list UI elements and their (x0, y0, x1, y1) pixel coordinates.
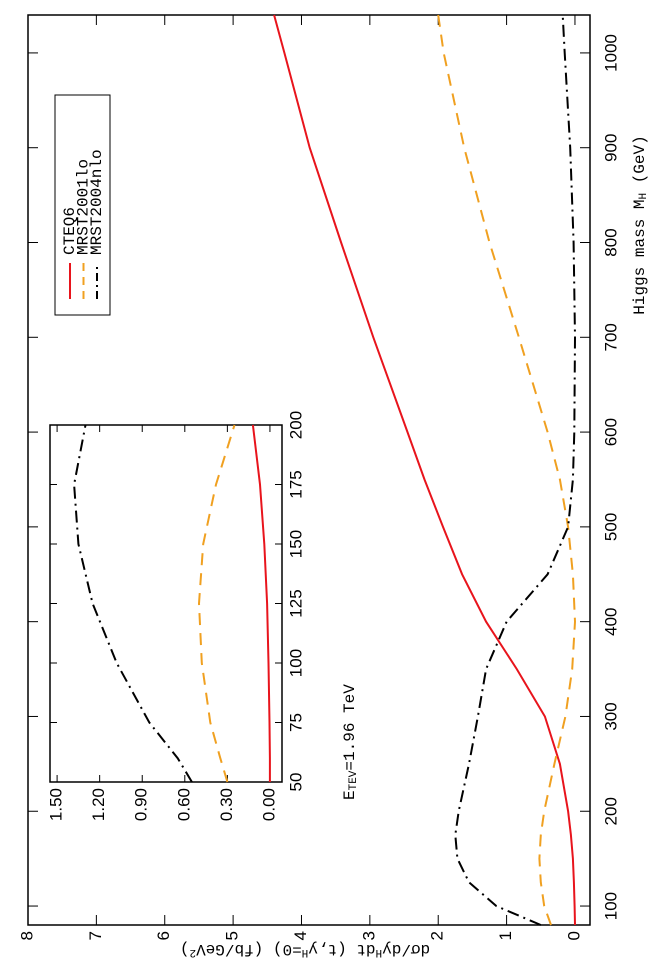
y-tick-label: 0.90 (132, 788, 151, 821)
legend-box (54, 94, 111, 316)
legend-label: MRST2001lo (75, 159, 93, 255)
label-part: =0) (fb/GeV (196, 940, 302, 958)
series-line (197, 424, 236, 783)
y-tick-label: 8 (17, 931, 36, 940)
label-part: dt (t,y (308, 940, 376, 958)
label-part: H (376, 946, 383, 958)
y-tick-label: 6 (154, 931, 173, 940)
x-tick-label: 900 (601, 134, 620, 162)
y-tick-label: 3 (359, 931, 378, 940)
series-line (251, 424, 271, 782)
series-line (454, 14, 577, 926)
label-part: TEV (348, 770, 360, 790)
x-tick-label: 600 (601, 418, 620, 446)
y-tick-label: 1.50 (47, 788, 66, 821)
legend-label: CTEQ6 (61, 207, 79, 255)
label-part: H (638, 193, 650, 200)
y-tick-label: 1 (496, 931, 515, 940)
series-line (73, 424, 193, 783)
y-tick-label: 0.30 (217, 788, 236, 821)
x-tick-label: 500 (601, 513, 620, 541)
x-tick-label: 100 (601, 892, 620, 920)
y-tick-label: 1.20 (89, 788, 108, 821)
x-axis-label: Higgs mass MH (GeV) (631, 135, 650, 314)
label-part: 2 (189, 946, 196, 958)
x-tick-label: 125 (286, 589, 305, 617)
x-tick-label: 300 (601, 702, 620, 730)
label-part: =1.96 TeV (341, 684, 359, 771)
legend-label: MRST2004nlo (88, 149, 106, 255)
annotation: ETEV=1.96 TeV (341, 684, 360, 800)
x-tick-label: 75 (286, 713, 305, 732)
x-tick-label: 700 (601, 323, 620, 351)
y-axis-label: dσ/dyHdt (t,yH=0) (fb/GeV2) (180, 940, 430, 959)
label-part: H (302, 946, 309, 958)
label-part: (GeV) (631, 135, 649, 193)
y-tick-label: 7 (86, 931, 105, 940)
x-tick-label: 400 (601, 607, 620, 635)
y-tick-label: 4 (291, 931, 310, 940)
label-part: Higgs mass M (631, 200, 649, 315)
series-line (437, 14, 577, 926)
label-part: dσ/dy (382, 940, 430, 958)
series-line (273, 14, 576, 926)
x-tick-label: 1000 (601, 34, 620, 72)
x-tick-label: 175 (286, 470, 305, 498)
y-tick-label: 5 (223, 931, 242, 940)
y-tick-label: 2 (428, 931, 447, 940)
label-part: ) (180, 940, 190, 958)
x-tick-label: 50 (286, 773, 305, 792)
y-tick-label: 0.60 (174, 788, 193, 821)
x-tick-label: 200 (286, 411, 305, 439)
y-tick-label: 0.00 (259, 788, 278, 821)
x-tick-label: 800 (601, 228, 620, 256)
x-tick-label: 100 (286, 649, 305, 677)
x-tick-label: 150 (286, 530, 305, 558)
y-tick-label: 0 (564, 931, 583, 940)
plot-frame (49, 424, 283, 783)
label-part: E (341, 790, 359, 800)
x-tick-label: 200 (601, 797, 620, 825)
rotated-plot: 100 200 300 400 500 600 700 800 900 1000 0 1 2 3 4 5 6 7 8… (17, 14, 650, 959)
